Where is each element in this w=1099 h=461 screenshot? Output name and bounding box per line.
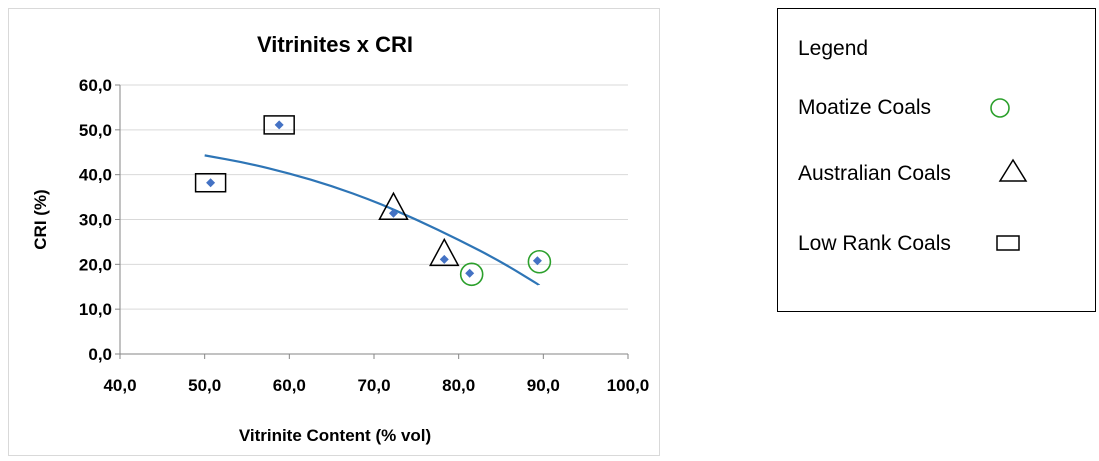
low-rank-marker [263,115,295,135]
low-rank-marker [194,172,227,193]
chart-title: Vitrinites x CRI [257,32,413,57]
legend-label-lowrank: Low Rank Coals [798,232,951,255]
triangle-icon [998,158,1028,190]
trendline [204,154,540,286]
y-tick-label: 30,0 [79,211,112,230]
x-tick-label: 40,0 [103,376,136,395]
australian-marker [378,191,409,220]
moatize-marker [527,249,552,274]
legend-item-moatize: Moatize Coals [798,96,1010,120]
x-tick-label: 90,0 [527,376,560,395]
legend-title: Legend [798,37,869,60]
y-axis-label: CRI (%) [31,189,50,249]
circle-icon [988,96,1012,126]
legend-box: Legend Moatize Coals Australian Coals Lo… [777,8,1096,312]
data-point [274,120,284,130]
y-tick-label: 10,0 [79,300,112,319]
x-tick-label: 70,0 [357,376,390,395]
legend-item-australian: Australian Coals [798,158,1028,186]
data-point [439,254,449,264]
x-tick-label: 100,0 [607,376,650,395]
y-tick-label: 0,0 [88,345,112,364]
y-tick-label: 60,0 [79,76,112,95]
rectangle-icon [996,234,1022,260]
y-tick-label: 20,0 [79,255,112,274]
data-point [388,208,398,218]
data-point [206,178,216,188]
moatize-marker [459,262,484,287]
x-axis-label: Vitrinite Content (% vol) [239,426,431,445]
legend-label-moatize: Moatize Coals [798,96,932,119]
y-tick-label: 40,0 [79,166,112,185]
x-tick-label: 60,0 [273,376,306,395]
data-point [465,268,475,278]
x-tick-label: 80,0 [442,376,475,395]
x-tick-label: 50,0 [188,376,221,395]
legend-item-lowrank: Low Rank Coals [798,232,1020,256]
data-point [532,256,542,266]
scatter-chart: Vitrinites x CRI 0,0 10,0 20,0 30,0 40,0 50,0 6… [31,32,650,445]
legend-label-australian: Australian Coals [798,162,951,185]
chart-frame [8,8,660,456]
australian-marker [429,237,460,267]
y-tick-label: 50,0 [79,121,112,140]
